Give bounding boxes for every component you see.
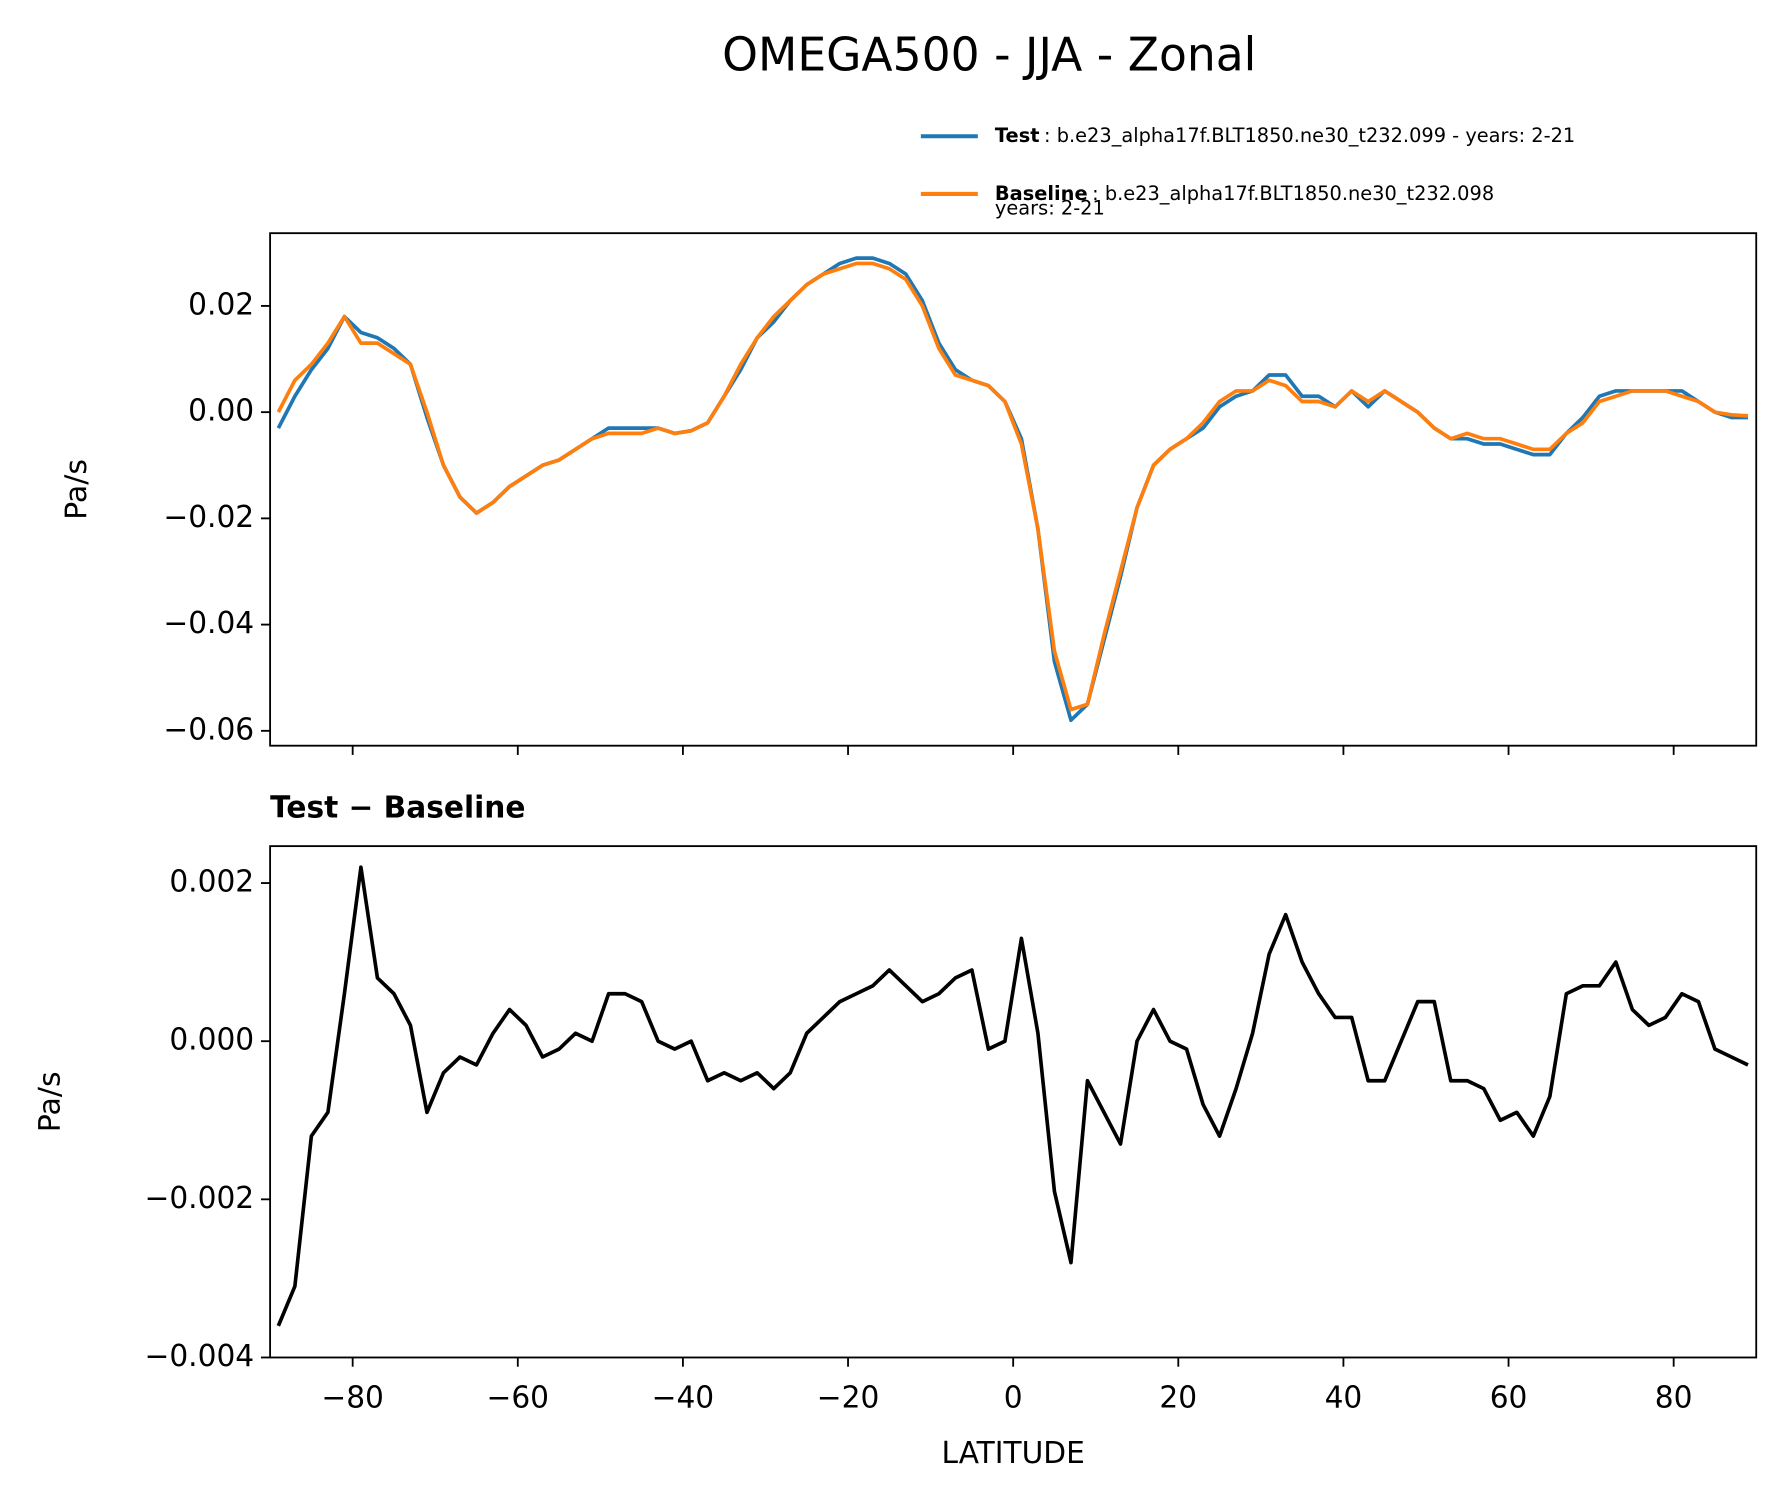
legend-entry: Test: b.e23_alpha17f.BLT1850.ne30_t232.0… [995, 124, 1575, 147]
legend-description: : b.e23_alpha17f.BLT1850.ne30_t232.099 -… [1044, 124, 1575, 147]
y-tick-label: 0.02 [188, 287, 254, 322]
y-tick-label: −0.04 [163, 606, 254, 641]
y-tick-label: −0.004 [145, 1339, 255, 1374]
x-tick-label: −20 [817, 1380, 880, 1415]
legend-name: Test [995, 124, 1040, 147]
x-tick-label: −40 [652, 1380, 715, 1415]
y-tick-label: 0.00 [188, 394, 254, 429]
y-tick-label: −0.002 [145, 1181, 255, 1216]
y-tick-label: 0.002 [169, 864, 254, 899]
x-tick-label: 0 [1004, 1380, 1023, 1415]
x-tick-label: 40 [1325, 1380, 1363, 1415]
y-tick-label: −0.06 [163, 712, 254, 747]
data-line [276, 261, 1749, 712]
plot-frame [269, 232, 1758, 747]
data-line [276, 865, 1749, 1327]
plot-frame [269, 845, 1758, 1359]
x-tick-label: 80 [1655, 1380, 1693, 1415]
y-axis-label: Pa/s [59, 459, 94, 520]
legend-entry: Baseline: b.e23_alpha17f.BLT1850.ne30_t2… [995, 181, 1494, 204]
x-axis-label: LATITUDE [942, 1436, 1085, 1471]
y-tick-label: −0.02 [163, 500, 254, 535]
x-tick-label: 20 [1159, 1380, 1197, 1415]
legend-description: years: 2-21 [995, 196, 1105, 219]
legend-name: Baseline [995, 181, 1088, 204]
x-tick-label: −60 [487, 1380, 550, 1415]
subplot-title: Test − Baseline [270, 791, 525, 826]
x-tick-label: −80 [321, 1380, 384, 1415]
y-tick-label: 0.000 [169, 1023, 254, 1058]
figure-title: OMEGA500 - JJA - Zonal [722, 27, 1256, 81]
y-axis-label: Pa/s [33, 1071, 68, 1132]
legend-description: : b.e23_alpha17f.BLT1850.ne30_t232.098 [1092, 181, 1494, 204]
x-tick-label: 60 [1490, 1380, 1528, 1415]
